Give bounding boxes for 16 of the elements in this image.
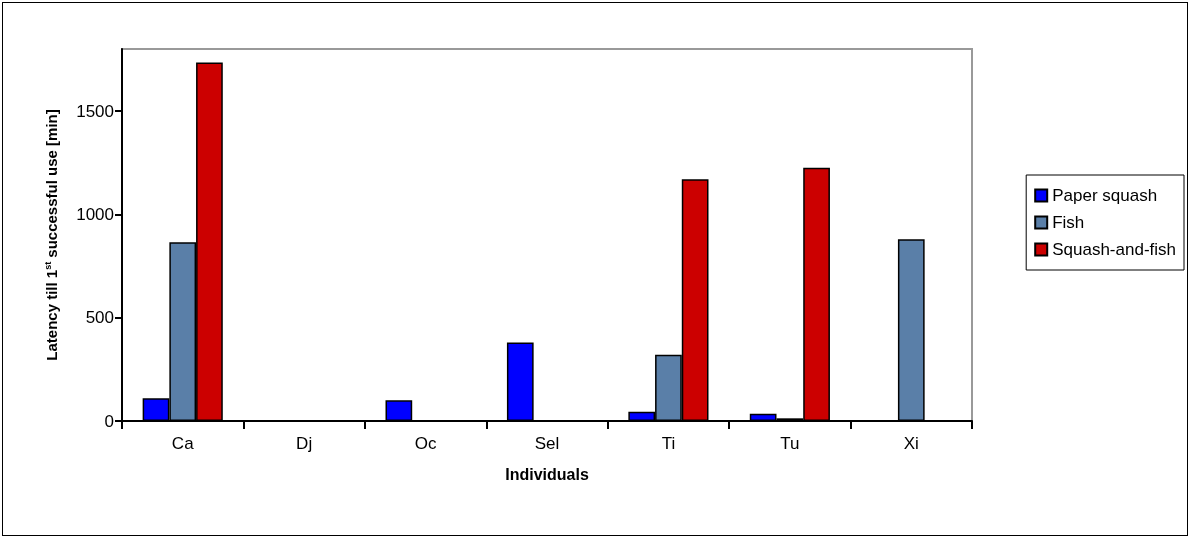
y-tick-label: 1500 — [76, 101, 114, 121]
y-tick-label: 1000 — [76, 204, 114, 224]
legend-label: Paper squash — [1052, 186, 1158, 205]
y-tick-label: 500 — [85, 308, 114, 328]
legend-label: Fish — [1052, 213, 1085, 232]
x-tick-label: Ti — [661, 434, 676, 453]
x-axis-title: Individuals — [505, 465, 589, 483]
x-tick-label: Tu — [780, 434, 800, 453]
x-tick-label: Ca — [171, 434, 195, 453]
x-tick-label: Oc — [414, 434, 437, 453]
y-tick-label: 0 — [104, 411, 114, 431]
legend-label: Squash-and-fish — [1052, 240, 1177, 259]
x-tick-label: Sel — [534, 434, 560, 453]
x-tick-label: Dj — [296, 434, 313, 453]
y-axis-title: Latency till 1st successful use [min] — [42, 109, 60, 361]
x-tick-label: Xi — [903, 434, 919, 453]
